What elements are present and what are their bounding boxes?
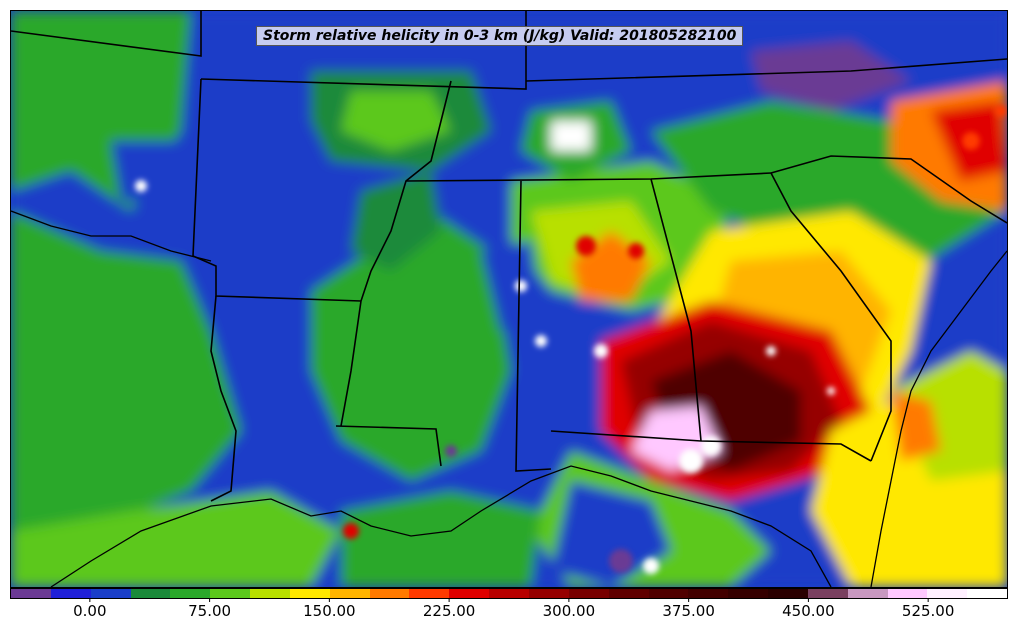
colorbar-swatch xyxy=(170,589,211,598)
border-line xyxy=(515,180,552,472)
colorbar-ticks xyxy=(89,598,929,602)
river-line xyxy=(340,80,452,427)
colorbar-tick-label: 375.00 xyxy=(662,602,715,620)
colorbar-swatch xyxy=(847,589,888,598)
colorbar-swatch xyxy=(50,589,91,598)
colorbar-swatch xyxy=(369,589,410,598)
colorbar-tick-label: 150.00 xyxy=(303,602,356,620)
colorbar-swatch xyxy=(250,589,290,598)
colorbar-swatch xyxy=(11,589,51,598)
border-line xyxy=(210,295,237,502)
colorbar-swatch xyxy=(528,589,569,598)
border-line xyxy=(550,430,872,462)
colorbar-tick-label: 450.00 xyxy=(782,602,835,620)
coast-line xyxy=(11,210,212,262)
border-line xyxy=(770,155,1007,224)
helicity-shading xyxy=(11,11,1007,587)
border-line xyxy=(335,425,442,467)
colorbar-swatch xyxy=(329,589,370,598)
map-panel: Storm relative helicity in 0-3 km (J/kg)… xyxy=(10,10,1008,588)
colorbar xyxy=(10,588,1008,599)
coast-line xyxy=(50,465,832,587)
colorbar-tick-label: 75.00 xyxy=(188,602,232,620)
colorbar-swatch xyxy=(289,589,330,598)
colorbar-tick-label: 0.00 xyxy=(73,602,107,620)
helicity-field-map xyxy=(11,11,1007,587)
colorbar-swatch xyxy=(927,589,968,598)
colorbar-swatch xyxy=(807,589,848,598)
border-line xyxy=(192,78,362,302)
colorbar-swatch xyxy=(648,589,689,598)
coast-line xyxy=(870,250,1007,587)
colorbar-swatch xyxy=(967,589,1008,598)
colorbar-swatch xyxy=(449,589,490,598)
colorbar-swatch xyxy=(210,589,251,598)
border-line xyxy=(650,178,702,442)
border-line xyxy=(770,172,892,462)
colorbar-labels: 0.00 75.00 150.00 225.00 300.00 375.00 450.00 5… xyxy=(0,602,1018,624)
colorbar-tick-label: 225.00 xyxy=(422,602,476,620)
colorbar-swatch xyxy=(568,589,609,598)
border-line xyxy=(525,58,1007,82)
colorbar-swatch xyxy=(728,589,769,598)
colorbar-swatch xyxy=(887,589,928,598)
colorbar-swatch xyxy=(489,589,529,598)
colorbar-swatch xyxy=(130,589,171,598)
state-borders xyxy=(11,11,1007,502)
colorbar-swatch xyxy=(688,589,729,598)
colorbar-tick-label: 525.00 xyxy=(901,602,955,620)
colorbar-swatch xyxy=(409,589,450,598)
coastline xyxy=(11,210,1007,587)
map-title: Storm relative helicity in 0-3 km (J/kg)… xyxy=(256,26,744,46)
border-line xyxy=(11,11,202,57)
colorbar-tick-label: 300.00 xyxy=(542,602,596,620)
colorbar-swatch xyxy=(608,589,649,598)
colorbar-swatch xyxy=(768,589,808,598)
colorbar-swatch xyxy=(90,589,131,598)
